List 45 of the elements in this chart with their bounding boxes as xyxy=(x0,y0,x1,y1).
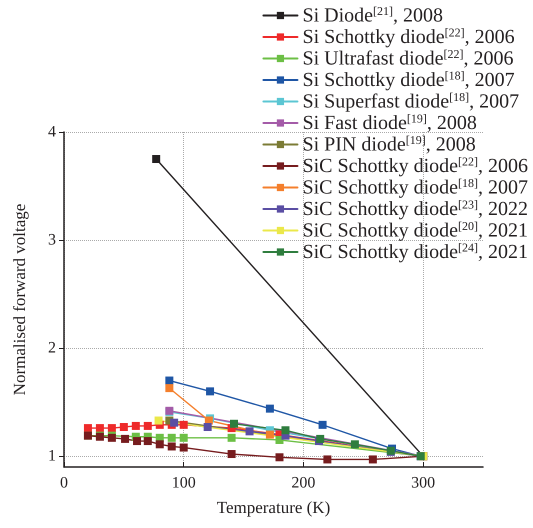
point xyxy=(266,404,274,413)
point xyxy=(152,155,160,164)
point xyxy=(228,450,236,458)
point xyxy=(246,427,254,436)
x-tick-label: 300 xyxy=(411,474,436,492)
point xyxy=(133,437,142,446)
y-tick-label: 1 xyxy=(48,448,56,465)
point xyxy=(154,416,163,425)
x-axis-title: Temperature (K) xyxy=(216,498,330,517)
x-tick-label: 0 xyxy=(60,474,68,492)
y-tick-label: 3 xyxy=(48,232,56,249)
y-tick-label: 4 xyxy=(48,124,56,140)
y-axis-title: Normalised forward voltage xyxy=(10,204,29,396)
point xyxy=(204,423,212,432)
point xyxy=(228,434,236,442)
point xyxy=(180,420,188,429)
y-tick-label: 2 xyxy=(48,340,56,357)
point xyxy=(368,455,377,464)
point xyxy=(120,423,128,432)
x-tick-label: 100 xyxy=(172,474,196,492)
point xyxy=(266,430,274,439)
x-tick-label: 200 xyxy=(291,474,316,492)
point xyxy=(323,455,332,464)
point xyxy=(132,422,140,430)
point xyxy=(350,440,359,448)
point xyxy=(180,434,188,442)
point xyxy=(168,442,176,450)
point xyxy=(96,424,104,432)
point xyxy=(144,437,152,446)
point xyxy=(170,418,178,427)
point xyxy=(318,420,327,429)
point xyxy=(281,426,290,434)
point xyxy=(275,453,284,462)
point xyxy=(121,434,130,443)
point xyxy=(316,434,324,443)
point xyxy=(168,434,176,442)
point xyxy=(165,384,174,392)
point xyxy=(144,422,152,430)
point xyxy=(180,444,188,452)
point xyxy=(84,424,92,432)
point xyxy=(230,420,238,428)
point xyxy=(206,387,214,396)
point xyxy=(156,440,164,448)
point xyxy=(108,424,116,432)
point xyxy=(165,376,174,385)
